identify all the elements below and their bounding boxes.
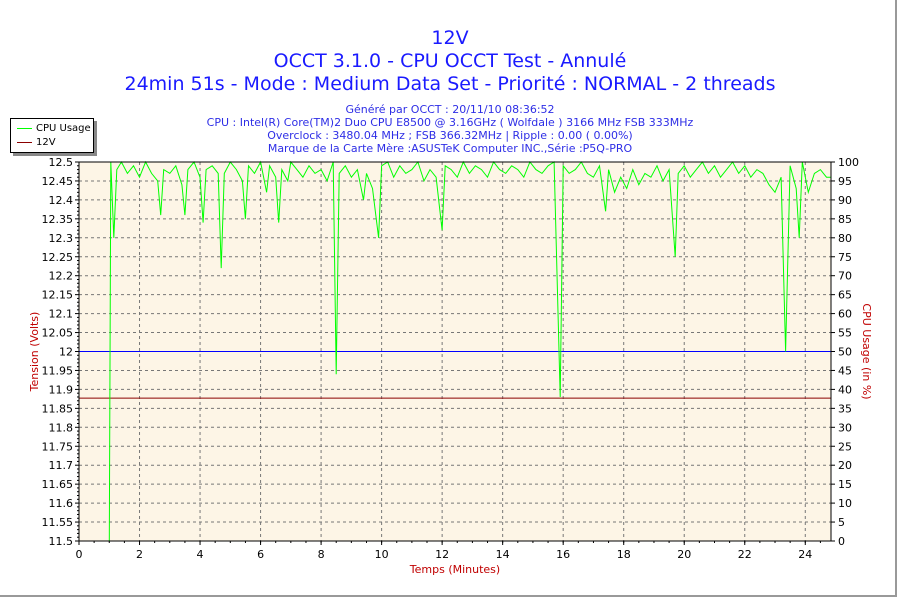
y-left-axis-label: Tension (Volts) [28, 312, 41, 393]
info-overclock: Overclock : 3480.04 MHz ; FSB 366.32MHz … [267, 129, 633, 142]
y-left-tick-label: 11.65 [42, 478, 74, 491]
y-right-tick-label: 10 [838, 497, 852, 510]
y-right-tick-label: 40 [838, 383, 852, 396]
y-left-tick-label: 11.8 [49, 421, 74, 434]
y-right-tick-label: 45 [838, 364, 852, 377]
y-right-tick-label: 0 [838, 535, 845, 548]
y-left-tick-label: 11.5 [49, 535, 74, 548]
y-left-tick-label: 11.9 [49, 383, 74, 396]
plot-border [78, 161, 832, 542]
y-right-tick-label: 95 [838, 175, 852, 188]
legend: CPU Usage 12V [10, 118, 94, 153]
y-left-tick-label: 11.6 [49, 497, 74, 510]
y-left-tick-label: 12 [59, 346, 73, 359]
y-right-tick-label: 100 [838, 156, 859, 169]
y-left-tick-label: 12.05 [42, 327, 74, 340]
y-right-tick-label: 90 [838, 194, 852, 207]
y-left-tick-label: 12.4 [49, 194, 74, 207]
legend-item-cpu: CPU Usage [17, 123, 91, 134]
chart-subtitle-test: OCCT 3.1.0 - CPU OCCT Test - Annulé [273, 50, 627, 72]
y-right-tick-label: 55 [838, 327, 852, 340]
y-right-axis-label: CPU Usage (in %) [860, 303, 873, 399]
y-left-tick-label: 12.1 [49, 308, 74, 321]
legend-label-cpu: CPU Usage [36, 123, 91, 134]
y-left-tick-label: 11.85 [42, 402, 74, 415]
info-motherboard: Marque de la Carte Mère :ASUSTeK Compute… [267, 142, 633, 155]
y-right-tick-label: 25 [838, 440, 852, 453]
info-cpu: CPU : Intel(R) Core(TM)2 Duo CPU E8500 @… [206, 116, 694, 129]
y-right-tick-label: 85 [838, 213, 852, 226]
series-line-cpu-usage [108, 160, 831, 542]
y-left-tick-label: 11.7 [49, 459, 74, 472]
x-tick-label: 14 [496, 548, 510, 561]
y-left-tick-label: 12.5 [49, 156, 74, 169]
y-left-tick-label: 12.25 [42, 251, 74, 264]
y-left-tick-label: 11.95 [42, 364, 74, 377]
y-right-tick-label: 80 [838, 232, 852, 245]
y-left-tick-label: 12.15 [42, 289, 74, 302]
y-right-tick-label: 5 [838, 516, 845, 529]
legend-swatch-cpu [17, 128, 32, 129]
x-tick-label: 22 [738, 548, 752, 561]
legend-label-12v: 12V [36, 137, 56, 148]
x-tick-label: 20 [677, 548, 691, 561]
y-right-tick-label: 15 [838, 478, 852, 491]
y-left-tick-label: 12.35 [42, 213, 74, 226]
x-tick-label: 0 [76, 548, 83, 561]
x-tick-label: 6 [257, 548, 264, 561]
chart-title: 12V [431, 27, 469, 49]
legend-item-12v: 12V [17, 137, 56, 148]
y-right-tick-label: 65 [838, 289, 852, 302]
x-tick-label: 10 [375, 548, 389, 561]
y-left-tick-label: 12.3 [49, 232, 74, 245]
chart-subtitle-mode: 24min 51s - Mode : Medium Data Set - Pri… [124, 73, 776, 95]
x-tick-label: 4 [197, 548, 204, 561]
x-tick-label: 2 [136, 548, 143, 561]
x-tick-label: 24 [798, 548, 812, 561]
y-right-tick-label: 70 [838, 270, 852, 283]
x-tick-label: 8 [318, 548, 325, 561]
y-right-tick-label: 50 [838, 346, 852, 359]
y-left-tick-label: 11.75 [42, 440, 74, 453]
x-tick-label: 12 [435, 548, 449, 561]
y-left-tick-label: 11.55 [42, 516, 74, 529]
y-left-tick-label: 12.45 [42, 175, 74, 188]
info-generated: Généré par OCCT : 20/11/10 08:36:52 [345, 103, 555, 116]
y-right-tick-label: 75 [838, 251, 852, 264]
y-right-tick-label: 60 [838, 308, 852, 321]
x-tick-label: 16 [556, 548, 570, 561]
legend-swatch-12v [17, 142, 32, 143]
y-right-tick-label: 35 [838, 402, 852, 415]
x-axis-label: Temps (Minutes) [409, 563, 500, 576]
x-tick-label: 18 [617, 548, 631, 561]
y-right-tick-label: 30 [838, 421, 852, 434]
y-right-tick-label: 20 [838, 459, 852, 472]
y-left-tick-label: 12.2 [49, 270, 74, 283]
